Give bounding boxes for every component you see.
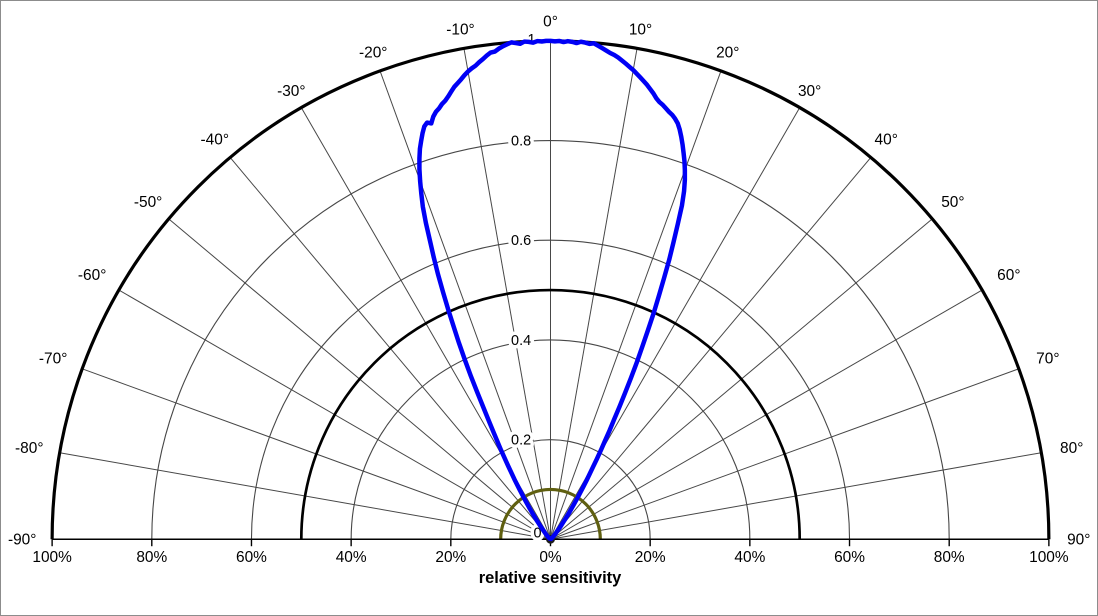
- angle-label-90: 90°: [1067, 532, 1090, 549]
- angle-label-30: 30°: [798, 83, 821, 100]
- angle-label--80: -80°: [15, 440, 43, 457]
- x-axis-title: relative sensitivity: [479, 569, 622, 587]
- series-relative-sensitivity-lobe: [417, 38, 688, 542]
- angle-label--20: -20°: [359, 45, 388, 62]
- angle-label--90: -90°: [8, 532, 36, 549]
- percent-label-9: 80%: [934, 549, 965, 566]
- angle-label-50: 50°: [941, 194, 964, 211]
- grid-circle-0.2: [450, 439, 651, 540]
- angle-label-60: 60°: [997, 267, 1020, 284]
- radial-label-0.8: 0.8: [511, 134, 531, 150]
- angle-label-0: 0°: [543, 13, 558, 30]
- angle-label-10: 10°: [629, 21, 652, 38]
- radial-label-0.4: 0.4: [511, 333, 531, 349]
- percent-label-10: 100%: [1029, 549, 1069, 566]
- percent-label-2: 60%: [236, 549, 267, 566]
- percent-label-0: 100%: [32, 549, 72, 566]
- percent-label-3: 40%: [336, 549, 367, 566]
- percent-label-1: 80%: [136, 549, 167, 566]
- radial-label-1: 1: [528, 32, 536, 48]
- angle-label-80: 80°: [1060, 440, 1083, 457]
- major-circle-0.5: [299, 288, 802, 540]
- angle-label--10: -10°: [446, 21, 475, 38]
- percent-label-7: 40%: [734, 549, 765, 566]
- percent-label-8: 60%: [834, 549, 865, 566]
- angle-label-20: 20°: [716, 45, 739, 62]
- angle-label--60: -60°: [78, 267, 107, 284]
- percent-label-5: 0%: [539, 549, 562, 566]
- grid-circle-0.6: [250, 239, 851, 540]
- angle-label--70: -70°: [39, 351, 67, 368]
- grid-circle-0.4: [350, 339, 751, 540]
- percent-label-4: 20%: [435, 549, 466, 566]
- angle-label--40: -40°: [201, 132, 230, 149]
- grid-circle-0.8: [151, 139, 950, 540]
- percent-label-6: 20%: [635, 549, 666, 566]
- angle-label-40: 40°: [875, 132, 898, 149]
- reference-circle: [499, 487, 602, 540]
- radial-label-0.6: 0.6: [511, 233, 531, 249]
- chart-generated-layers: 00.20.40.60.81-90°-80°-70°-60°-50°-40°-3…: [8, 13, 1090, 566]
- angle-label--30: -30°: [277, 83, 306, 100]
- angle-label--50: -50°: [134, 194, 163, 211]
- angle-label-70: 70°: [1036, 351, 1059, 368]
- radial-label-0.2: 0.2: [511, 433, 531, 449]
